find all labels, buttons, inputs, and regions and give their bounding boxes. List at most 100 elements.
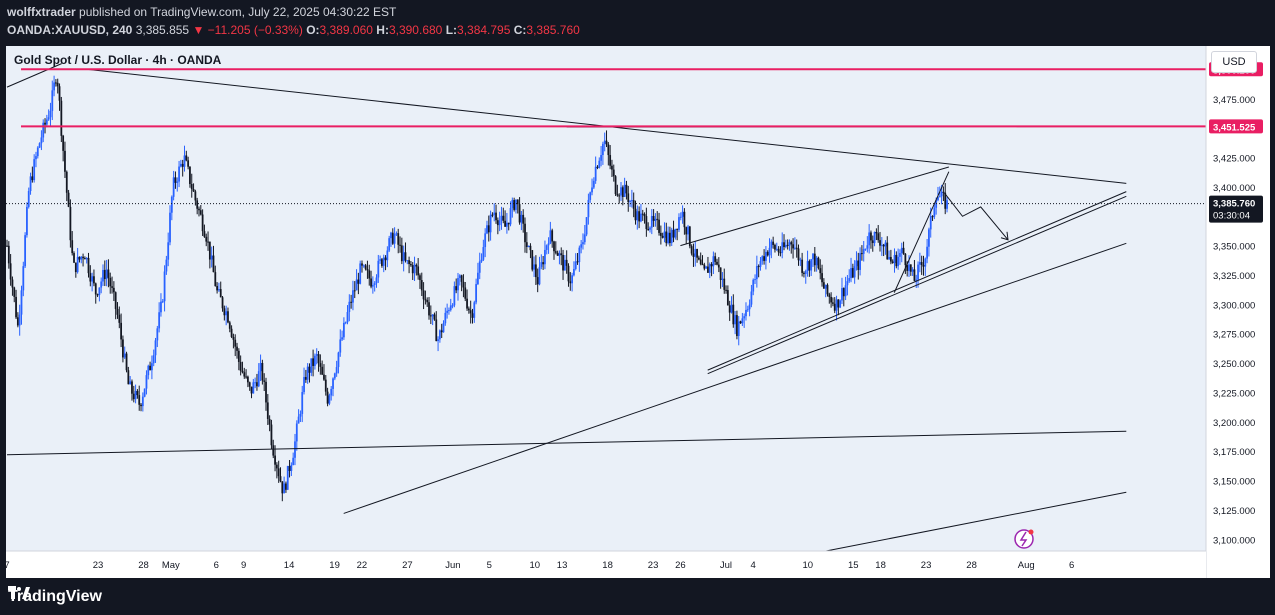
time-axis-label: 13	[557, 560, 568, 571]
candle-body	[65, 171, 68, 193]
candle-body	[888, 256, 890, 260]
candle-body	[745, 309, 747, 317]
candle-body	[268, 418, 271, 425]
candle-body	[198, 208, 200, 211]
candle-body	[189, 166, 191, 185]
candle-body	[594, 166, 597, 181]
candle-body	[877, 233, 880, 241]
candle-body	[109, 277, 112, 287]
candle-body	[933, 207, 936, 217]
candle-body	[290, 465, 293, 471]
trendline[interactable]	[6, 430, 1127, 456]
candle-body	[725, 289, 727, 291]
candle-body	[272, 445, 275, 456]
candle-body	[632, 200, 635, 209]
candle-body	[158, 312, 161, 329]
candle-body	[897, 256, 900, 267]
lightning-badge-icon[interactable]	[1014, 529, 1034, 549]
candle-body	[138, 395, 141, 405]
candle-body	[837, 299, 840, 308]
candle-body	[506, 222, 508, 227]
trendline[interactable]	[825, 491, 1127, 552]
candle-body	[611, 165, 613, 170]
candle-body	[842, 288, 845, 297]
trendline[interactable]	[707, 195, 1127, 375]
candle-body	[469, 310, 472, 314]
price-axis-label: 3,275.000	[1213, 330, 1255, 341]
candle-body	[498, 220, 501, 226]
candle-body	[390, 232, 392, 239]
candle-body	[507, 222, 510, 225]
candle-body	[16, 317, 19, 326]
candle-body	[56, 82, 59, 87]
candle-body	[904, 253, 907, 266]
candle-body	[808, 261, 811, 271]
candle-body	[464, 287, 467, 299]
time-axis-label: Jun	[445, 560, 460, 571]
candle-body	[120, 322, 123, 340]
candle-body	[489, 214, 492, 233]
candle-body	[574, 261, 577, 270]
candle-body	[797, 248, 800, 261]
candle-body	[297, 416, 300, 424]
candle-body	[149, 365, 151, 371]
candle-body	[243, 372, 246, 377]
candle-body	[582, 242, 584, 245]
price-chart-svg[interactable]: 3,100.000 3,125.000 3,150.000 3,175.000 3,20…	[6, 46, 1270, 578]
candle-body	[542, 262, 545, 265]
trendline[interactable]	[707, 191, 1127, 371]
price-axis[interactable]	[1206, 46, 1270, 578]
candle-body	[118, 314, 121, 323]
candle-body	[324, 379, 327, 392]
candle-body	[426, 300, 429, 303]
time-axis-label: 6	[214, 560, 219, 571]
candle-body	[152, 355, 155, 364]
candle-body	[786, 244, 789, 246]
price-axis-label: 3,300.000	[1213, 300, 1255, 311]
trendline[interactable]	[6, 63, 62, 88]
time-axis-label: 15	[848, 560, 859, 571]
trendline[interactable]	[343, 242, 1127, 514]
candle-body	[846, 281, 849, 286]
candle-body	[312, 358, 314, 366]
candle-body	[697, 257, 700, 260]
time-axis-label: May	[162, 560, 180, 571]
candle-body	[47, 117, 50, 120]
candle-body	[89, 273, 92, 282]
candle-body	[513, 200, 516, 210]
candle-body	[728, 305, 731, 313]
trendline[interactable]	[680, 166, 949, 247]
candle-body	[761, 256, 764, 262]
currency-button[interactable]: USD	[1211, 51, 1257, 73]
candle-body	[553, 241, 555, 252]
candle-body	[516, 199, 519, 205]
candle-body	[223, 308, 226, 316]
candle-body	[225, 311, 228, 316]
candle-body	[294, 441, 296, 458]
high-label: H:	[376, 23, 389, 37]
candle-body	[73, 253, 75, 263]
candle-body	[585, 217, 588, 235]
candle-body	[569, 281, 572, 284]
candle-body	[125, 353, 128, 371]
candle-body	[71, 240, 74, 254]
candle-body	[393, 234, 396, 244]
plot-background[interactable]	[6, 46, 1206, 551]
brand-name[interactable]: TradingView	[8, 588, 102, 605]
candle-body	[471, 313, 474, 318]
candle-body	[783, 242, 785, 248]
candle-body	[381, 259, 383, 266]
candle-body	[614, 176, 617, 195]
candle-body	[500, 215, 503, 221]
candle-body	[737, 321, 740, 336]
candle-body	[596, 166, 599, 168]
candle-body	[710, 264, 713, 267]
publisher-name[interactable]: wolffxtrader	[7, 5, 76, 19]
trendline[interactable]	[893, 171, 950, 293]
projection-path[interactable]	[943, 192, 1009, 241]
time-axis[interactable]	[6, 551, 1206, 578]
candle-body	[525, 242, 528, 247]
tradingview-logo-icon	[8, 586, 30, 599]
chart-area[interactable]: 3,100.000 3,125.000 3,150.000 3,175.000 3,20…	[6, 46, 1270, 578]
candle-body	[382, 257, 385, 266]
